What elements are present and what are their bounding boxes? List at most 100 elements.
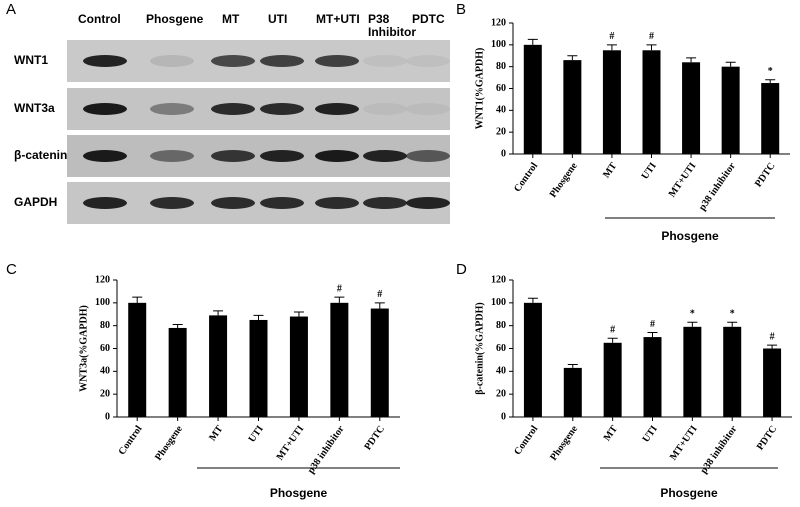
band [83, 55, 127, 67]
x-tick-label: MT [602, 423, 620, 443]
error-bar [253, 314, 264, 320]
y-tick-label: 0 [501, 148, 506, 159]
x-tick-label: Control [512, 161, 540, 195]
y-tick-label: 20 [496, 126, 506, 137]
error-bar [646, 44, 657, 51]
band [150, 103, 194, 115]
x-tick-label: Phosgene [548, 160, 580, 200]
lane-label: MT+UTI [316, 12, 360, 26]
y-tick-label: 80 [496, 320, 506, 331]
error-bar [687, 321, 698, 327]
y-tick-label: 100 [491, 39, 506, 50]
lane-label: UTI [268, 12, 288, 26]
significance-marker: # [610, 325, 615, 336]
significance-marker: * [690, 309, 695, 320]
error-bar [293, 311, 304, 317]
error-bar [767, 344, 778, 349]
band [150, 150, 194, 162]
error-bar [527, 297, 538, 303]
x-tick-label: Control [512, 424, 540, 458]
error-bar [765, 79, 776, 84]
group-label: Phosgene [660, 486, 718, 500]
x-tick-label: PDTC [753, 161, 778, 190]
significance-marker: # [650, 319, 655, 330]
bar [330, 302, 349, 417]
bar [723, 326, 742, 417]
y-tick-label: 40 [496, 105, 506, 116]
bar [763, 348, 782, 417]
band [315, 150, 359, 162]
error-bar [567, 363, 578, 368]
bar [523, 302, 542, 417]
y-tick-label: 120 [491, 17, 506, 28]
lane-label: PDTC [412, 12, 445, 26]
y-tick-label: 80 [100, 320, 110, 331]
bar [642, 50, 661, 154]
band [406, 150, 450, 162]
bar [249, 319, 268, 417]
bar [563, 367, 582, 417]
lane-label: Control [78, 12, 121, 26]
y-tick-label: 60 [496, 83, 506, 94]
x-tick-label: Phosgene [153, 423, 185, 463]
x-tick-label: Phosgene [548, 423, 580, 463]
y-tick-label: 120 [95, 274, 110, 285]
blot-strip [67, 88, 450, 130]
x-tick-label: MT+UTI [667, 161, 699, 200]
y-tick-label: 60 [496, 343, 506, 354]
y-tick-label: 20 [100, 388, 110, 399]
band [406, 197, 450, 209]
y-tick-label: 80 [496, 61, 506, 72]
band [260, 55, 304, 67]
lane-label: P38 Inhibitor [368, 12, 416, 39]
error-bar [213, 310, 224, 316]
x-tick-label: PDTC [362, 424, 387, 453]
bar [602, 50, 621, 154]
panel-letter: D [456, 261, 467, 278]
band [83, 150, 127, 162]
error-bar [527, 38, 538, 45]
x-tick-label: MT+UTI [668, 424, 700, 463]
bar [682, 62, 701, 154]
bar [370, 308, 389, 417]
bar [721, 66, 740, 154]
significance-marker: # [337, 283, 342, 294]
band [260, 197, 304, 209]
y-tick-label: 20 [496, 388, 506, 399]
x-tick-label: MT [207, 423, 225, 443]
x-tick-label: MT [601, 160, 619, 180]
error-bar [686, 57, 697, 63]
group-label: Phosgene [270, 486, 328, 500]
band [363, 55, 407, 67]
row-label: WNT3a [14, 101, 55, 115]
band [211, 150, 255, 162]
band [363, 150, 407, 162]
significance-marker: * [730, 309, 735, 320]
x-tick-label: Control [117, 424, 145, 458]
y-tick-label: 40 [100, 366, 110, 377]
y-axis-label: β-catenin(%GAPDH) [474, 302, 485, 394]
error-bar [727, 321, 738, 327]
row-label: GAPDH [14, 195, 57, 209]
y-tick-label: 100 [491, 297, 506, 308]
bar [761, 83, 780, 154]
y-axis-label: WNT3a(%GAPDH) [78, 305, 89, 392]
bar [209, 315, 228, 417]
x-tick-label: p38 inhibitor [697, 160, 738, 213]
x-tick-label: UTI [641, 424, 660, 445]
error-bar [725, 61, 736, 67]
y-tick-label: 0 [501, 411, 506, 422]
significance-marker: # [377, 289, 382, 300]
row-label: β-catenin [14, 148, 67, 162]
error-bar [374, 302, 385, 309]
bar [128, 302, 147, 417]
band [363, 197, 407, 209]
panel-letter: A [6, 1, 16, 18]
x-tick-label: UTI [640, 161, 659, 182]
bar [168, 327, 187, 417]
band [211, 197, 255, 209]
error-bar [334, 296, 345, 303]
y-axis-label: WNT1(%GAPDH) [474, 48, 485, 130]
x-tick-label: PDTC [755, 424, 780, 453]
